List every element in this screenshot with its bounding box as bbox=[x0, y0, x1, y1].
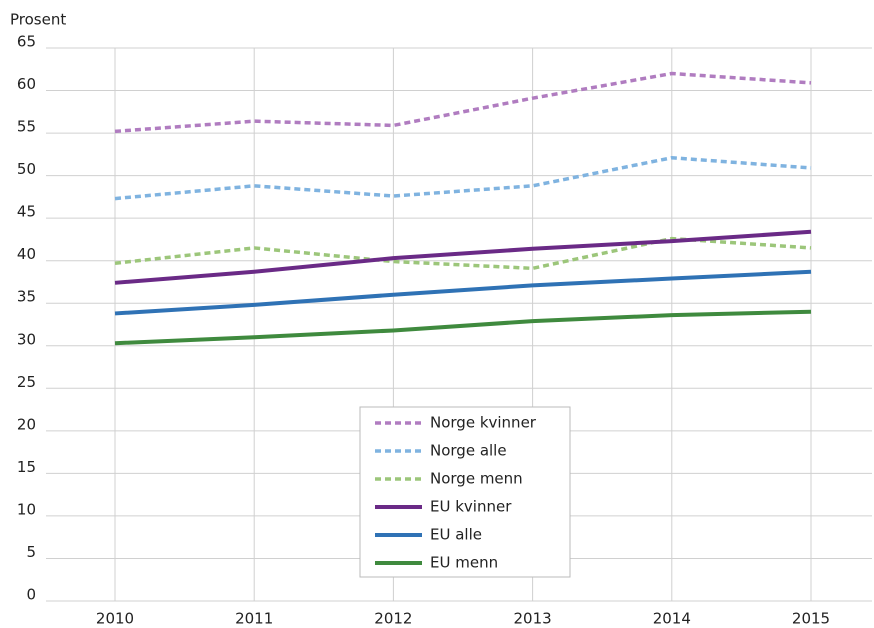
legend-label: EU kvinner bbox=[430, 498, 512, 516]
line-series bbox=[114, 71, 812, 134]
y-tick-label: 30 bbox=[17, 330, 36, 348]
x-tick-label: 2012 bbox=[374, 610, 412, 628]
y-tick-label: 20 bbox=[17, 415, 36, 433]
x-tick-label: 2010 bbox=[96, 610, 134, 628]
y-tick-label: 65 bbox=[17, 33, 36, 51]
y-tick-label: 5 bbox=[26, 543, 36, 561]
legend-label: Norge menn bbox=[430, 470, 523, 488]
line-series bbox=[114, 229, 812, 285]
y-tick-label: 60 bbox=[17, 75, 36, 93]
x-tick-label: 2014 bbox=[653, 610, 691, 628]
line-series bbox=[114, 269, 812, 316]
y-tick-label: 45 bbox=[17, 203, 36, 221]
line-series bbox=[114, 309, 812, 346]
y-tick-label: 0 bbox=[26, 586, 36, 604]
y-tick-label: 35 bbox=[17, 288, 36, 306]
y-tick-label: 15 bbox=[17, 458, 36, 476]
y-tick-label: 50 bbox=[17, 160, 36, 178]
legend-label: Norge kvinner bbox=[430, 414, 537, 432]
y-tick-label: 10 bbox=[17, 500, 36, 518]
line-series bbox=[114, 155, 812, 201]
y-tick-label: 40 bbox=[17, 245, 36, 263]
legend-label: Norge alle bbox=[430, 442, 507, 460]
x-tick-label: 2013 bbox=[514, 610, 552, 628]
x-tick-label: 2015 bbox=[792, 610, 830, 628]
legend-label: EU menn bbox=[430, 554, 498, 572]
legend-label: EU alle bbox=[430, 526, 482, 544]
y-tick-label: 25 bbox=[17, 373, 36, 391]
y-axis-label: Prosent bbox=[10, 11, 66, 29]
y-tick-label: 55 bbox=[17, 118, 36, 136]
legend-box bbox=[359, 406, 571, 578]
x-tick-label: 2011 bbox=[235, 610, 273, 628]
